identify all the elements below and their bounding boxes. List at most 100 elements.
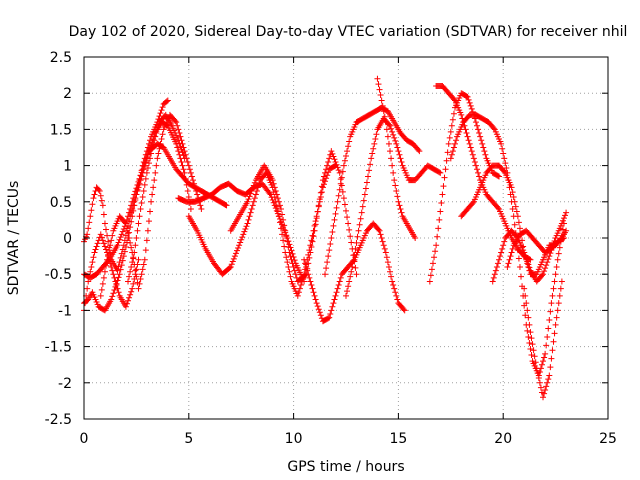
data-point bbox=[336, 278, 343, 285]
data-point bbox=[311, 292, 318, 299]
data-point bbox=[285, 244, 292, 251]
data-point bbox=[117, 234, 124, 241]
data-point bbox=[546, 317, 553, 324]
data-point bbox=[347, 233, 354, 240]
data-point bbox=[334, 164, 341, 171]
data-point bbox=[521, 249, 528, 256]
data-point bbox=[543, 342, 550, 349]
data-point bbox=[467, 102, 474, 109]
data-point bbox=[391, 177, 398, 184]
data-point bbox=[398, 209, 405, 216]
data-point bbox=[390, 169, 397, 176]
data-point bbox=[511, 221, 518, 228]
data-point bbox=[140, 261, 147, 268]
data-point bbox=[374, 75, 381, 82]
data-point bbox=[359, 203, 366, 210]
data-point bbox=[148, 150, 155, 157]
data-point bbox=[328, 235, 335, 241]
data-point bbox=[505, 260, 512, 267]
data-point bbox=[108, 263, 115, 270]
data-point bbox=[156, 145, 163, 152]
data-point bbox=[534, 370, 541, 377]
data-point bbox=[503, 165, 510, 172]
data-point bbox=[387, 122, 394, 129]
data-point bbox=[97, 192, 104, 199]
data-point bbox=[377, 231, 384, 238]
data-point bbox=[244, 198, 251, 205]
data-point bbox=[388, 155, 395, 162]
data-point bbox=[332, 158, 339, 165]
data-point bbox=[428, 266, 435, 273]
data-point bbox=[327, 311, 334, 318]
data-point bbox=[401, 307, 408, 314]
data-point bbox=[327, 241, 334, 248]
data-point bbox=[175, 148, 182, 155]
data-point bbox=[150, 184, 157, 191]
data-point bbox=[105, 251, 112, 258]
data-point bbox=[100, 240, 107, 247]
data-point bbox=[499, 145, 506, 152]
data-point bbox=[91, 249, 98, 256]
data-point bbox=[446, 134, 453, 141]
data-point bbox=[436, 216, 443, 223]
data-point bbox=[151, 137, 158, 144]
data-point bbox=[159, 131, 166, 138]
data-point bbox=[136, 213, 143, 220]
data-point bbox=[269, 177, 276, 184]
data-point bbox=[471, 158, 478, 165]
data-point bbox=[231, 253, 238, 260]
data-point bbox=[101, 268, 108, 275]
data-point bbox=[508, 184, 515, 191]
data-point bbox=[267, 191, 274, 198]
data-point bbox=[531, 353, 538, 360]
data-point bbox=[273, 191, 280, 198]
data-point bbox=[109, 232, 116, 239]
data-point bbox=[281, 243, 288, 250]
data-point bbox=[437, 169, 444, 176]
data-point bbox=[504, 263, 511, 270]
data-point bbox=[129, 259, 136, 266]
data-point bbox=[559, 226, 566, 233]
data-point bbox=[286, 268, 293, 275]
data-point bbox=[269, 196, 276, 203]
data-point bbox=[85, 225, 92, 232]
y-tick-label: -2 bbox=[58, 376, 72, 392]
data-point bbox=[329, 228, 336, 235]
data-point bbox=[477, 133, 484, 140]
data-point bbox=[515, 255, 522, 262]
data-point bbox=[227, 263, 234, 270]
data-point bbox=[241, 228, 248, 235]
data-point bbox=[524, 327, 531, 334]
data-point bbox=[316, 309, 323, 316]
data-point bbox=[540, 271, 547, 278]
data-point bbox=[176, 140, 183, 147]
data-point bbox=[538, 361, 545, 368]
data-point bbox=[522, 252, 529, 259]
data-point bbox=[317, 312, 324, 319]
data-point bbox=[464, 93, 471, 100]
data-point bbox=[144, 227, 151, 234]
data-point bbox=[308, 237, 315, 244]
data-point bbox=[343, 152, 349, 159]
data-point bbox=[348, 268, 355, 275]
data-point bbox=[294, 292, 301, 299]
data-point bbox=[135, 184, 142, 191]
data-point bbox=[545, 325, 552, 332]
y-tick-label: 0.5 bbox=[50, 195, 72, 211]
data-point bbox=[116, 236, 123, 243]
data-point bbox=[118, 231, 125, 238]
data-point bbox=[194, 191, 201, 198]
data-point bbox=[331, 156, 338, 163]
data-point bbox=[104, 256, 111, 263]
data-point bbox=[560, 235, 567, 241]
data-point bbox=[285, 263, 292, 270]
data-point bbox=[560, 215, 567, 222]
data-point bbox=[252, 191, 259, 198]
data-point bbox=[548, 300, 555, 307]
data-point bbox=[431, 254, 438, 261]
data-point bbox=[288, 256, 295, 263]
data-point bbox=[99, 280, 106, 287]
data-point bbox=[529, 341, 536, 348]
data-point bbox=[543, 262, 550, 269]
data-point bbox=[86, 219, 93, 226]
